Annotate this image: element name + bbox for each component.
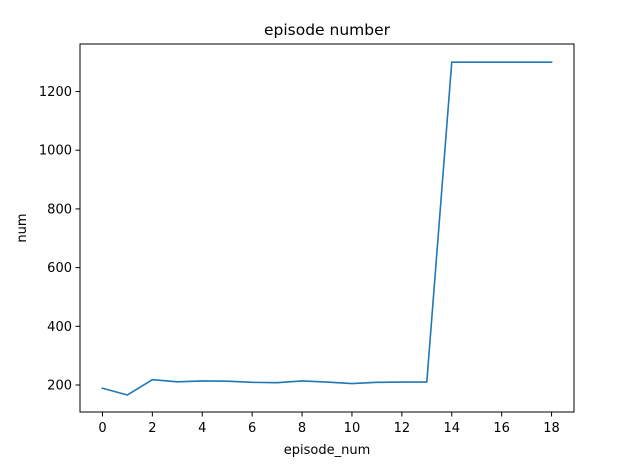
x-tick-label: 6 [248,421,256,436]
y-tick-label: 400 [47,320,72,335]
series-line-0 [101,61,553,396]
chart-title: episode number [264,21,391,39]
x-tick-label: 12 [394,421,411,436]
plot-area [101,61,553,396]
x-tick-label: 18 [543,421,560,436]
x-axis-ticks: 0 2 4 6 8 10 12 14 16 18 [98,412,560,436]
x-tick-label: 2 [148,421,156,436]
y-axis-label: num [15,213,30,242]
x-tick-label: 16 [493,421,510,436]
y-tick-label: 800 [47,202,72,217]
x-tick-label: 10 [344,421,361,436]
x-tick-label: 8 [298,421,306,436]
x-tick-label: 4 [198,421,206,436]
x-axis-label: episode_num [284,443,370,458]
axes-frame [79,43,575,413]
y-tick-label: 200 [47,379,72,394]
x-tick-label: 14 [443,421,460,436]
y-axis-ticks: 200 400 600 800 1000 1200 [39,85,80,394]
x-tick-label: 0 [98,421,106,436]
y-tick-label: 1200 [39,85,72,100]
y-tick-label: 1000 [39,144,72,159]
y-tick-label: 600 [47,261,72,276]
